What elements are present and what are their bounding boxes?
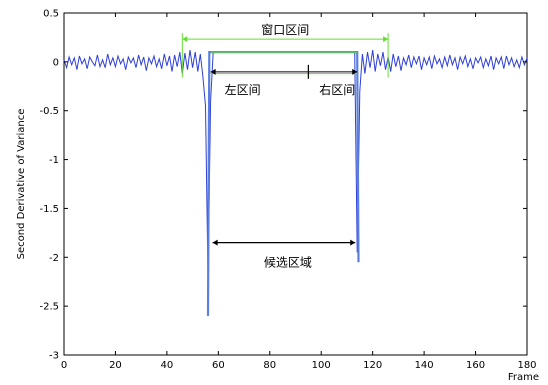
x-tick-label: 120 — [363, 360, 382, 371]
annotation-right-interval: 右区间 — [319, 82, 355, 97]
x-tick-label: 40 — [161, 360, 174, 371]
y-axis-label: Second Derivative of Variance — [16, 109, 27, 260]
x-tick-label: 20 — [109, 360, 122, 371]
inner-interval-arrow-right — [352, 68, 358, 75]
inner-interval-arrow-left — [210, 68, 216, 75]
tick-group: 0 20 40 60 80 100 120 140 160 180 0.5 0 -0.5 -1 -1.5 -2… — [39, 9, 536, 372]
y-tick-label: -3 — [49, 351, 59, 362]
window-interval-arrow-right — [383, 36, 389, 43]
candidate-region-arrow-left — [212, 239, 218, 246]
annotation-left-interval: 左区间 — [225, 82, 261, 97]
y-tick-label: -2 — [49, 253, 59, 264]
annotation-group — [181, 33, 389, 246]
x-tick-label: 60 — [212, 360, 225, 371]
x-tick-label: 160 — [466, 360, 485, 371]
y-tick-label: 0 — [53, 57, 59, 68]
x-tick-label: 0 — [61, 360, 67, 371]
candidate-region-arrow-right — [350, 239, 356, 246]
annotation-candidate-region: 候选区域 — [264, 256, 312, 270]
y-tick-label: -2.5 — [39, 302, 59, 313]
annotation-window-interval: 窗口区间 — [261, 23, 309, 37]
x-tick-label: 140 — [415, 360, 434, 371]
plot-area — [63, 12, 528, 356]
x-tick-label: 80 — [263, 360, 276, 371]
y-tick-label: -0.5 — [39, 106, 59, 117]
y-tick-label: -1.5 — [39, 204, 59, 215]
window-interval-arrow-left — [182, 36, 188, 43]
x-axis-label: Frame — [508, 372, 539, 383]
y-tick-label: -1 — [49, 155, 59, 166]
x-tick-label: 100 — [312, 360, 331, 371]
x-tick-label: 180 — [517, 360, 536, 371]
y-tick-label: 0.5 — [43, 9, 59, 20]
